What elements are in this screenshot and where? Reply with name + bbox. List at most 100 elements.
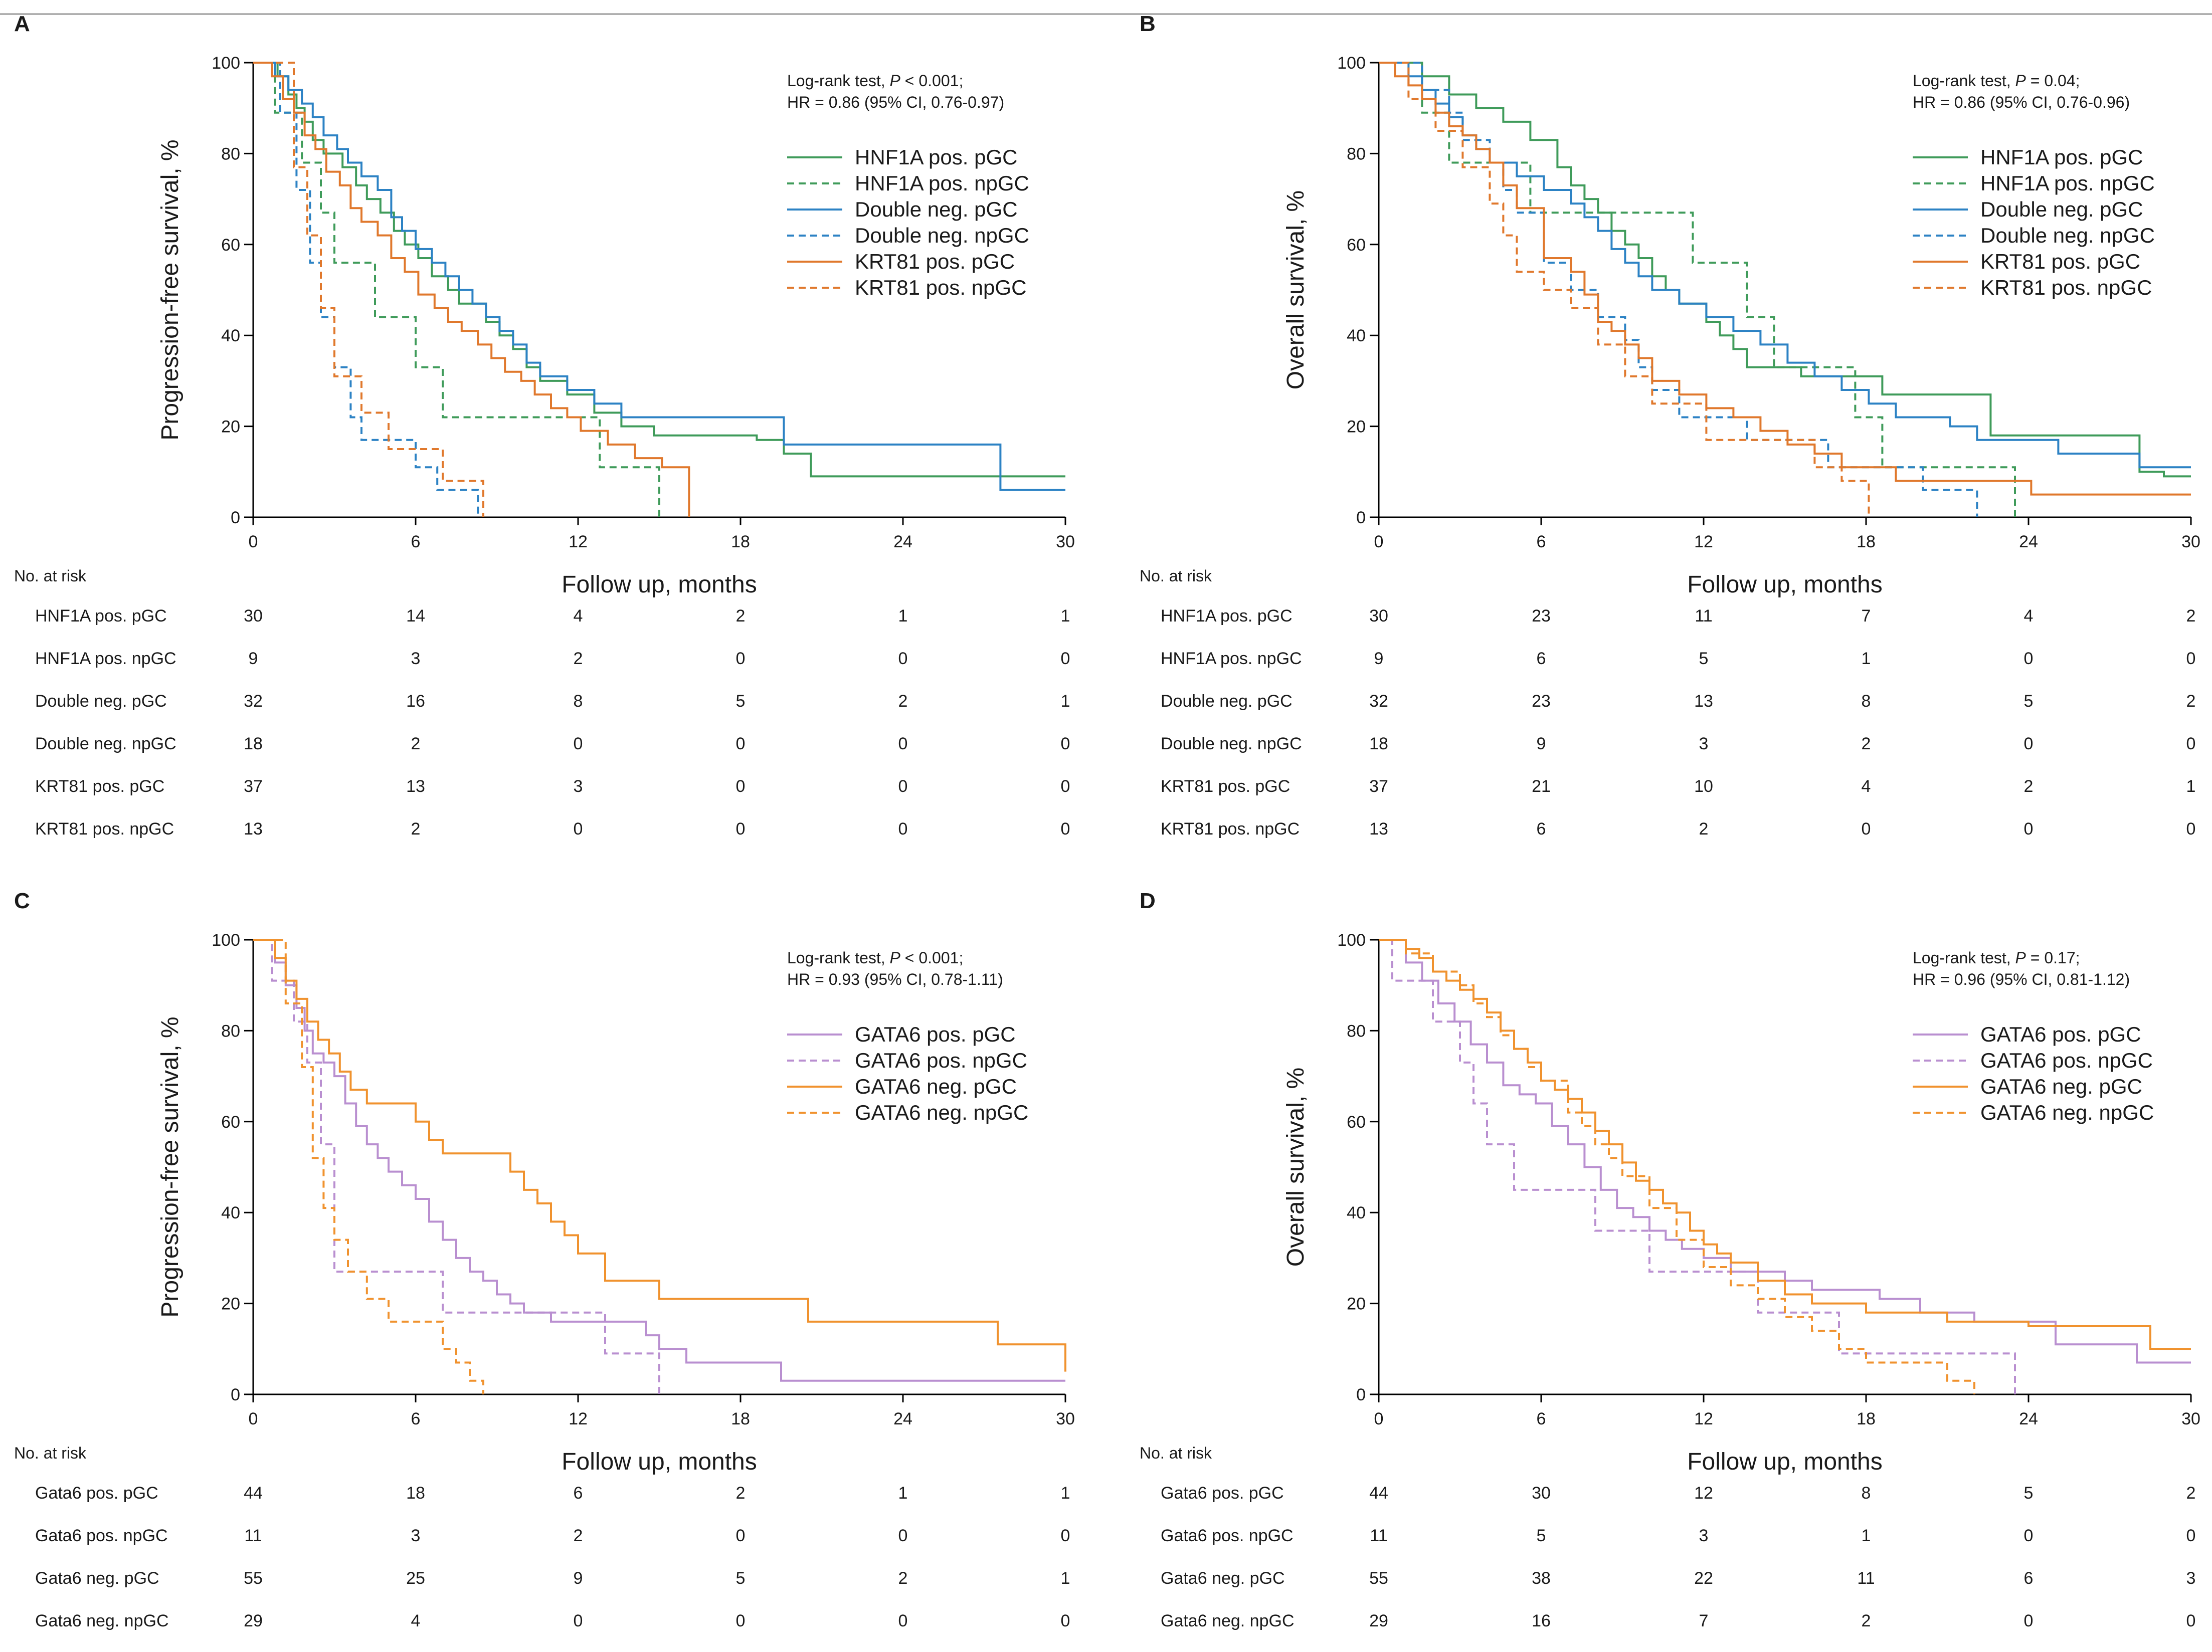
y-tick-label: 100 [212, 931, 240, 950]
x-tick-label: 18 [731, 532, 750, 551]
risk-count: 3 [574, 777, 583, 796]
risk-row-label: Double neg. pGC [1161, 692, 1293, 711]
legend-label: HNF1A pos. npGC [855, 171, 1029, 195]
risk-count: 0 [898, 819, 908, 839]
risk-count: 1 [1061, 1484, 1070, 1503]
risk-count: 4 [411, 1611, 421, 1630]
risk-count: 1 [1862, 1526, 1871, 1545]
legend-label: HNF1A pos. npGC [1980, 171, 2155, 195]
panel-letter: B [1140, 12, 1156, 36]
x-tick-label: 12 [569, 1409, 588, 1428]
km-curve-series [253, 62, 690, 517]
y-tick-label: 100 [1337, 54, 1366, 73]
risk-count: 8 [1862, 1484, 1871, 1503]
km-curve-series [253, 939, 484, 1394]
km-curve-series [253, 62, 1065, 491]
risk-count: 2 [736, 606, 746, 626]
risk-count: 55 [244, 1569, 263, 1588]
risk-count: 38 [1532, 1569, 1551, 1588]
y-tick-label: 0 [231, 508, 240, 527]
legend-label: GATA6 neg. npGC [855, 1101, 1028, 1124]
risk-count: 0 [2186, 1611, 2196, 1630]
risk-count: 0 [1061, 777, 1070, 796]
risk-row-label: Gata6 pos. pGC [35, 1484, 158, 1503]
risk-count: 30 [1532, 1484, 1551, 1503]
risk-count: 11 [1857, 1569, 1875, 1588]
legend-label: GATA6 pos. pGC [855, 1022, 1016, 1046]
x-tick-label: 30 [2181, 532, 2200, 551]
risk-count: 0 [2024, 1526, 2034, 1545]
risk-count: 16 [1532, 1611, 1551, 1630]
y-tick-label: 0 [1356, 1385, 1366, 1404]
km-curve-series [1379, 939, 2016, 1394]
x-tick-label: 6 [411, 532, 421, 551]
risk-count: 2 [2186, 1484, 2196, 1503]
logrank-stat-line: Log-rank test, P < 0.001; [787, 949, 963, 967]
legend-label: GATA6 neg. pGC [855, 1075, 1017, 1098]
y-tick-label: 100 [1337, 931, 1366, 950]
x-tick-label: 0 [1374, 532, 1384, 551]
x-tick-label: 24 [893, 1409, 912, 1428]
y-tick-label: 60 [221, 1113, 240, 1132]
legend-label: GATA6 neg. pGC [1980, 1075, 2142, 1098]
risk-row-label: KRT81 pos. pGC [35, 777, 164, 796]
risk-count: 8 [574, 692, 583, 711]
risk-count: 0 [2024, 734, 2034, 753]
x-tick-label: 18 [731, 1409, 750, 1428]
risk-count: 0 [1061, 734, 1070, 753]
risk-count: 0 [898, 649, 908, 668]
risk-count: 0 [736, 1526, 746, 1545]
risk-row-label: Gata6 neg. pGC [1161, 1569, 1285, 1588]
x-tick-label: 6 [1537, 532, 1546, 551]
y-tick-label: 0 [231, 1385, 240, 1404]
risk-count: 2 [411, 819, 421, 839]
y-tick-label: 80 [1347, 144, 1366, 163]
risk-count: 44 [244, 1484, 263, 1503]
risk-count: 5 [2024, 692, 2034, 711]
legend-label: Double neg. npGC [855, 224, 1029, 247]
risk-count: 23 [1532, 692, 1551, 711]
km-curve-series [1379, 62, 2016, 517]
risk-count: 37 [244, 777, 263, 796]
x-tick-label: 30 [1056, 1409, 1075, 1428]
risk-count: 21 [1532, 777, 1551, 796]
x-tick-label: 0 [249, 532, 258, 551]
km-curve-series [1379, 939, 1975, 1394]
x-tick-label: 18 [1857, 1409, 1876, 1428]
risk-count: 2 [1699, 819, 1709, 839]
risk-row-label: HNF1A pos. pGC [1161, 606, 1293, 626]
risk-count: 2 [574, 649, 583, 668]
panel-letter: A [14, 12, 30, 36]
y-tick-label: 20 [221, 418, 240, 437]
risk-count: 2 [2024, 777, 2034, 796]
km-curve-series [253, 939, 1065, 1382]
hazard-ratio-line: HR = 0.86 (95% CI, 0.76-0.97) [787, 93, 1004, 111]
hazard-ratio-line: HR = 0.86 (95% CI, 0.76-0.96) [1913, 93, 2130, 111]
risk-count: 0 [2024, 649, 2034, 668]
risk-count: 5 [1537, 1526, 1546, 1545]
risk-count: 16 [406, 692, 425, 711]
x-tick-label: 30 [1056, 532, 1075, 551]
risk-count: 0 [574, 734, 583, 753]
risk-count: 4 [2024, 606, 2034, 626]
risk-count: 0 [1061, 649, 1070, 668]
y-tick-label: 60 [1347, 236, 1366, 255]
risk-count: 0 [1061, 1526, 1070, 1545]
risk-count: 5 [736, 692, 746, 711]
risk-count: 11 [1695, 606, 1712, 626]
risk-count: 6 [574, 1484, 583, 1503]
risk-row-label: Double neg. npGC [1161, 734, 1302, 753]
risk-count: 13 [1694, 692, 1713, 711]
y-tick-label: 40 [1347, 1203, 1366, 1222]
x-tick-label: 12 [1694, 532, 1713, 551]
y-tick-label: 80 [1347, 1021, 1366, 1041]
legend-label: Double neg. npGC [1980, 224, 2155, 247]
y-axis-title: Progression-free survival, % [157, 1016, 183, 1317]
risk-count: 23 [1532, 606, 1551, 626]
risk-count: 2 [2186, 692, 2196, 711]
km-curve-series [1379, 939, 2191, 1350]
risk-count: 2 [2186, 606, 2196, 626]
y-axis-title: Overall survival, % [1282, 1068, 1309, 1267]
x-tick-label: 0 [1374, 1409, 1384, 1428]
